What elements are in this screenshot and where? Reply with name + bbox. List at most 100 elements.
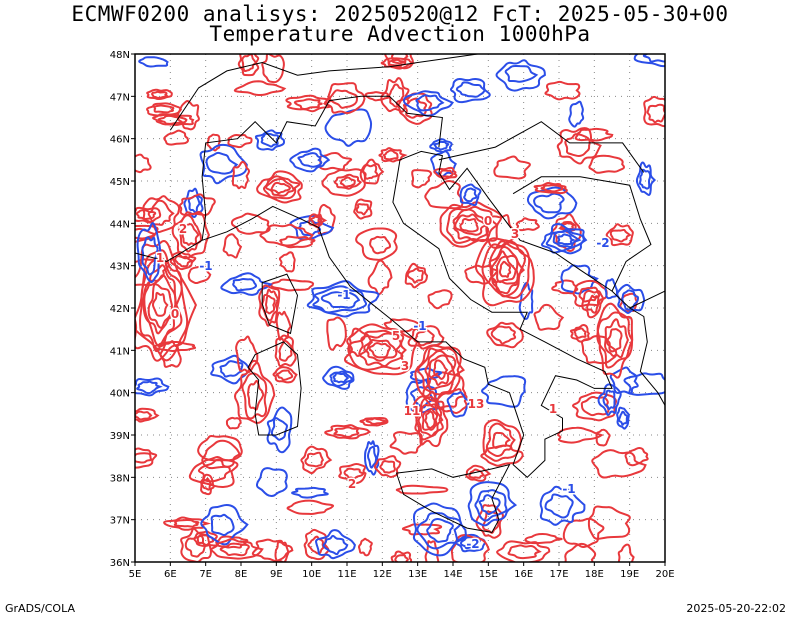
- balkan-border: [629, 290, 665, 309]
- warm-advection-contour: [135, 447, 158, 469]
- warm-advection-contour: [278, 340, 293, 362]
- lat-tick-label: 41N: [110, 346, 130, 357]
- warm-advection-contour: [406, 267, 424, 284]
- warm-advection-contour: [326, 316, 347, 351]
- warm-advection-contour: [274, 541, 290, 562]
- warm-advection-contour: [303, 528, 330, 561]
- cold-advection-contour: [254, 129, 286, 151]
- cold-advection-contour: [539, 485, 586, 526]
- warm-advection-contour: [279, 235, 316, 249]
- warm-advection-contour: [540, 184, 564, 193]
- warm-advection-contour: [424, 179, 464, 210]
- warm-advection-contour: [359, 158, 385, 185]
- cold-advection-contour: [540, 223, 588, 255]
- warm-advection-contour: [606, 328, 623, 353]
- warm-contour-label: 11: [404, 404, 421, 418]
- warm-advection-contour: [270, 278, 315, 292]
- cold-advection-contour: [467, 481, 518, 527]
- warm-advection-contour: [163, 129, 189, 146]
- lon-tick-label: 15E: [479, 569, 498, 580]
- cold-advection-contour: [289, 147, 331, 173]
- warm-advection-contour: [389, 431, 423, 455]
- warm-advection-contour: [200, 477, 213, 491]
- cold-advection-contour: [315, 529, 356, 560]
- warm-advection-contour: [574, 127, 614, 142]
- warm-contour-label: 2: [179, 222, 187, 236]
- warm-advection-contour: [333, 426, 360, 438]
- cold-advection-contour: [266, 406, 293, 454]
- warm-advection-contour: [151, 90, 168, 99]
- cold-advection-contour: [633, 54, 665, 68]
- warm-advection-contour: [135, 209, 157, 221]
- lat-tick-label: 36N: [110, 558, 130, 569]
- advection-contours: [135, 54, 665, 562]
- cold-advection-contour: [602, 389, 616, 411]
- warm-advection-contour: [176, 100, 200, 131]
- warm-advection-contour: [609, 228, 632, 243]
- warm-contour-label: 3: [511, 227, 519, 241]
- warm-advection-contour: [459, 218, 479, 233]
- warm-advection-contour: [363, 339, 398, 362]
- warm-advection-contour: [369, 235, 392, 255]
- cold-advection-contour: [136, 222, 162, 283]
- warm-advection-contour: [147, 199, 175, 226]
- cold-advection-contour: [415, 94, 445, 112]
- warm-advection-contour: [343, 467, 365, 480]
- warm-advection-contour: [163, 516, 212, 531]
- warm-contour-label: 0: [171, 307, 179, 321]
- warm-advection-contour: [146, 102, 183, 117]
- warm-advection-contour: [230, 212, 271, 235]
- cold-advection-contour: [616, 283, 646, 314]
- warm-advection-contour: [562, 517, 605, 548]
- warm-advection-contour: [395, 92, 433, 125]
- lon-tick-label: 16E: [514, 569, 533, 580]
- cold-advection-contour: [616, 406, 630, 430]
- warm-advection-contour: [605, 223, 634, 247]
- sicily-coast: [395, 463, 511, 533]
- cold-advection-contour: [481, 375, 527, 408]
- warm-advection-contour: [578, 286, 601, 303]
- warm-advection-contour: [235, 335, 259, 374]
- cold-advection-contour: [426, 518, 454, 543]
- warm-advection-contour: [591, 449, 647, 479]
- cold-advection-contour: [332, 372, 350, 384]
- warm-advection-contour: [581, 289, 604, 319]
- cold-advection-contour: [219, 360, 244, 378]
- warm-contour-label: 1: [549, 402, 557, 416]
- warm-advection-contour: [498, 260, 512, 278]
- warm-advection-contour: [222, 233, 243, 259]
- warm-advection-contour: [197, 435, 243, 462]
- cold-advection-contour: [429, 138, 453, 154]
- warm-advection-contour: [272, 366, 298, 384]
- warm-advection-contour: [151, 291, 169, 317]
- warm-advection-contour: [383, 318, 425, 333]
- cold-advection-contour: [430, 150, 457, 179]
- warm-advection-contour: [533, 303, 565, 331]
- map-title-line1: ECMWF0200 analisys: 20250520@12 FcT: 202…: [71, 2, 729, 26]
- cold-advection-contour: [322, 534, 349, 556]
- warm-advection-contour: [595, 428, 611, 447]
- warm-advection-contour: [358, 332, 404, 368]
- cold-advection-contour: [623, 372, 665, 396]
- warm-advection-contour: [624, 446, 649, 467]
- cold-advection-contour: [324, 108, 373, 147]
- warm-advection-contour: [256, 170, 303, 204]
- footer-timestamp: 2025-05-20-22:02: [686, 602, 786, 615]
- warm-advection-contour: [587, 505, 631, 540]
- warm-advection-contour: [394, 554, 410, 562]
- cold-advection-contour: [455, 81, 487, 98]
- warm-advection-contour: [285, 94, 332, 113]
- warm-advection-contour: [178, 193, 216, 216]
- lat-tick-label: 42N: [110, 304, 130, 315]
- warm-advection-contour: [382, 149, 399, 161]
- warm-advection-contour: [465, 464, 492, 482]
- warm-advection-contour: [481, 241, 531, 300]
- cold-advection-contour: [504, 64, 539, 83]
- map-title-line2: Temperature Advection 1000hPa: [209, 22, 591, 46]
- cold-contour-label: -1: [413, 319, 426, 333]
- warm-advection-contour: [300, 445, 333, 475]
- warm-contour-label: 3: [401, 359, 409, 373]
- lat-tick-label: 38N: [110, 473, 130, 484]
- warm-advection-contour: [474, 237, 535, 307]
